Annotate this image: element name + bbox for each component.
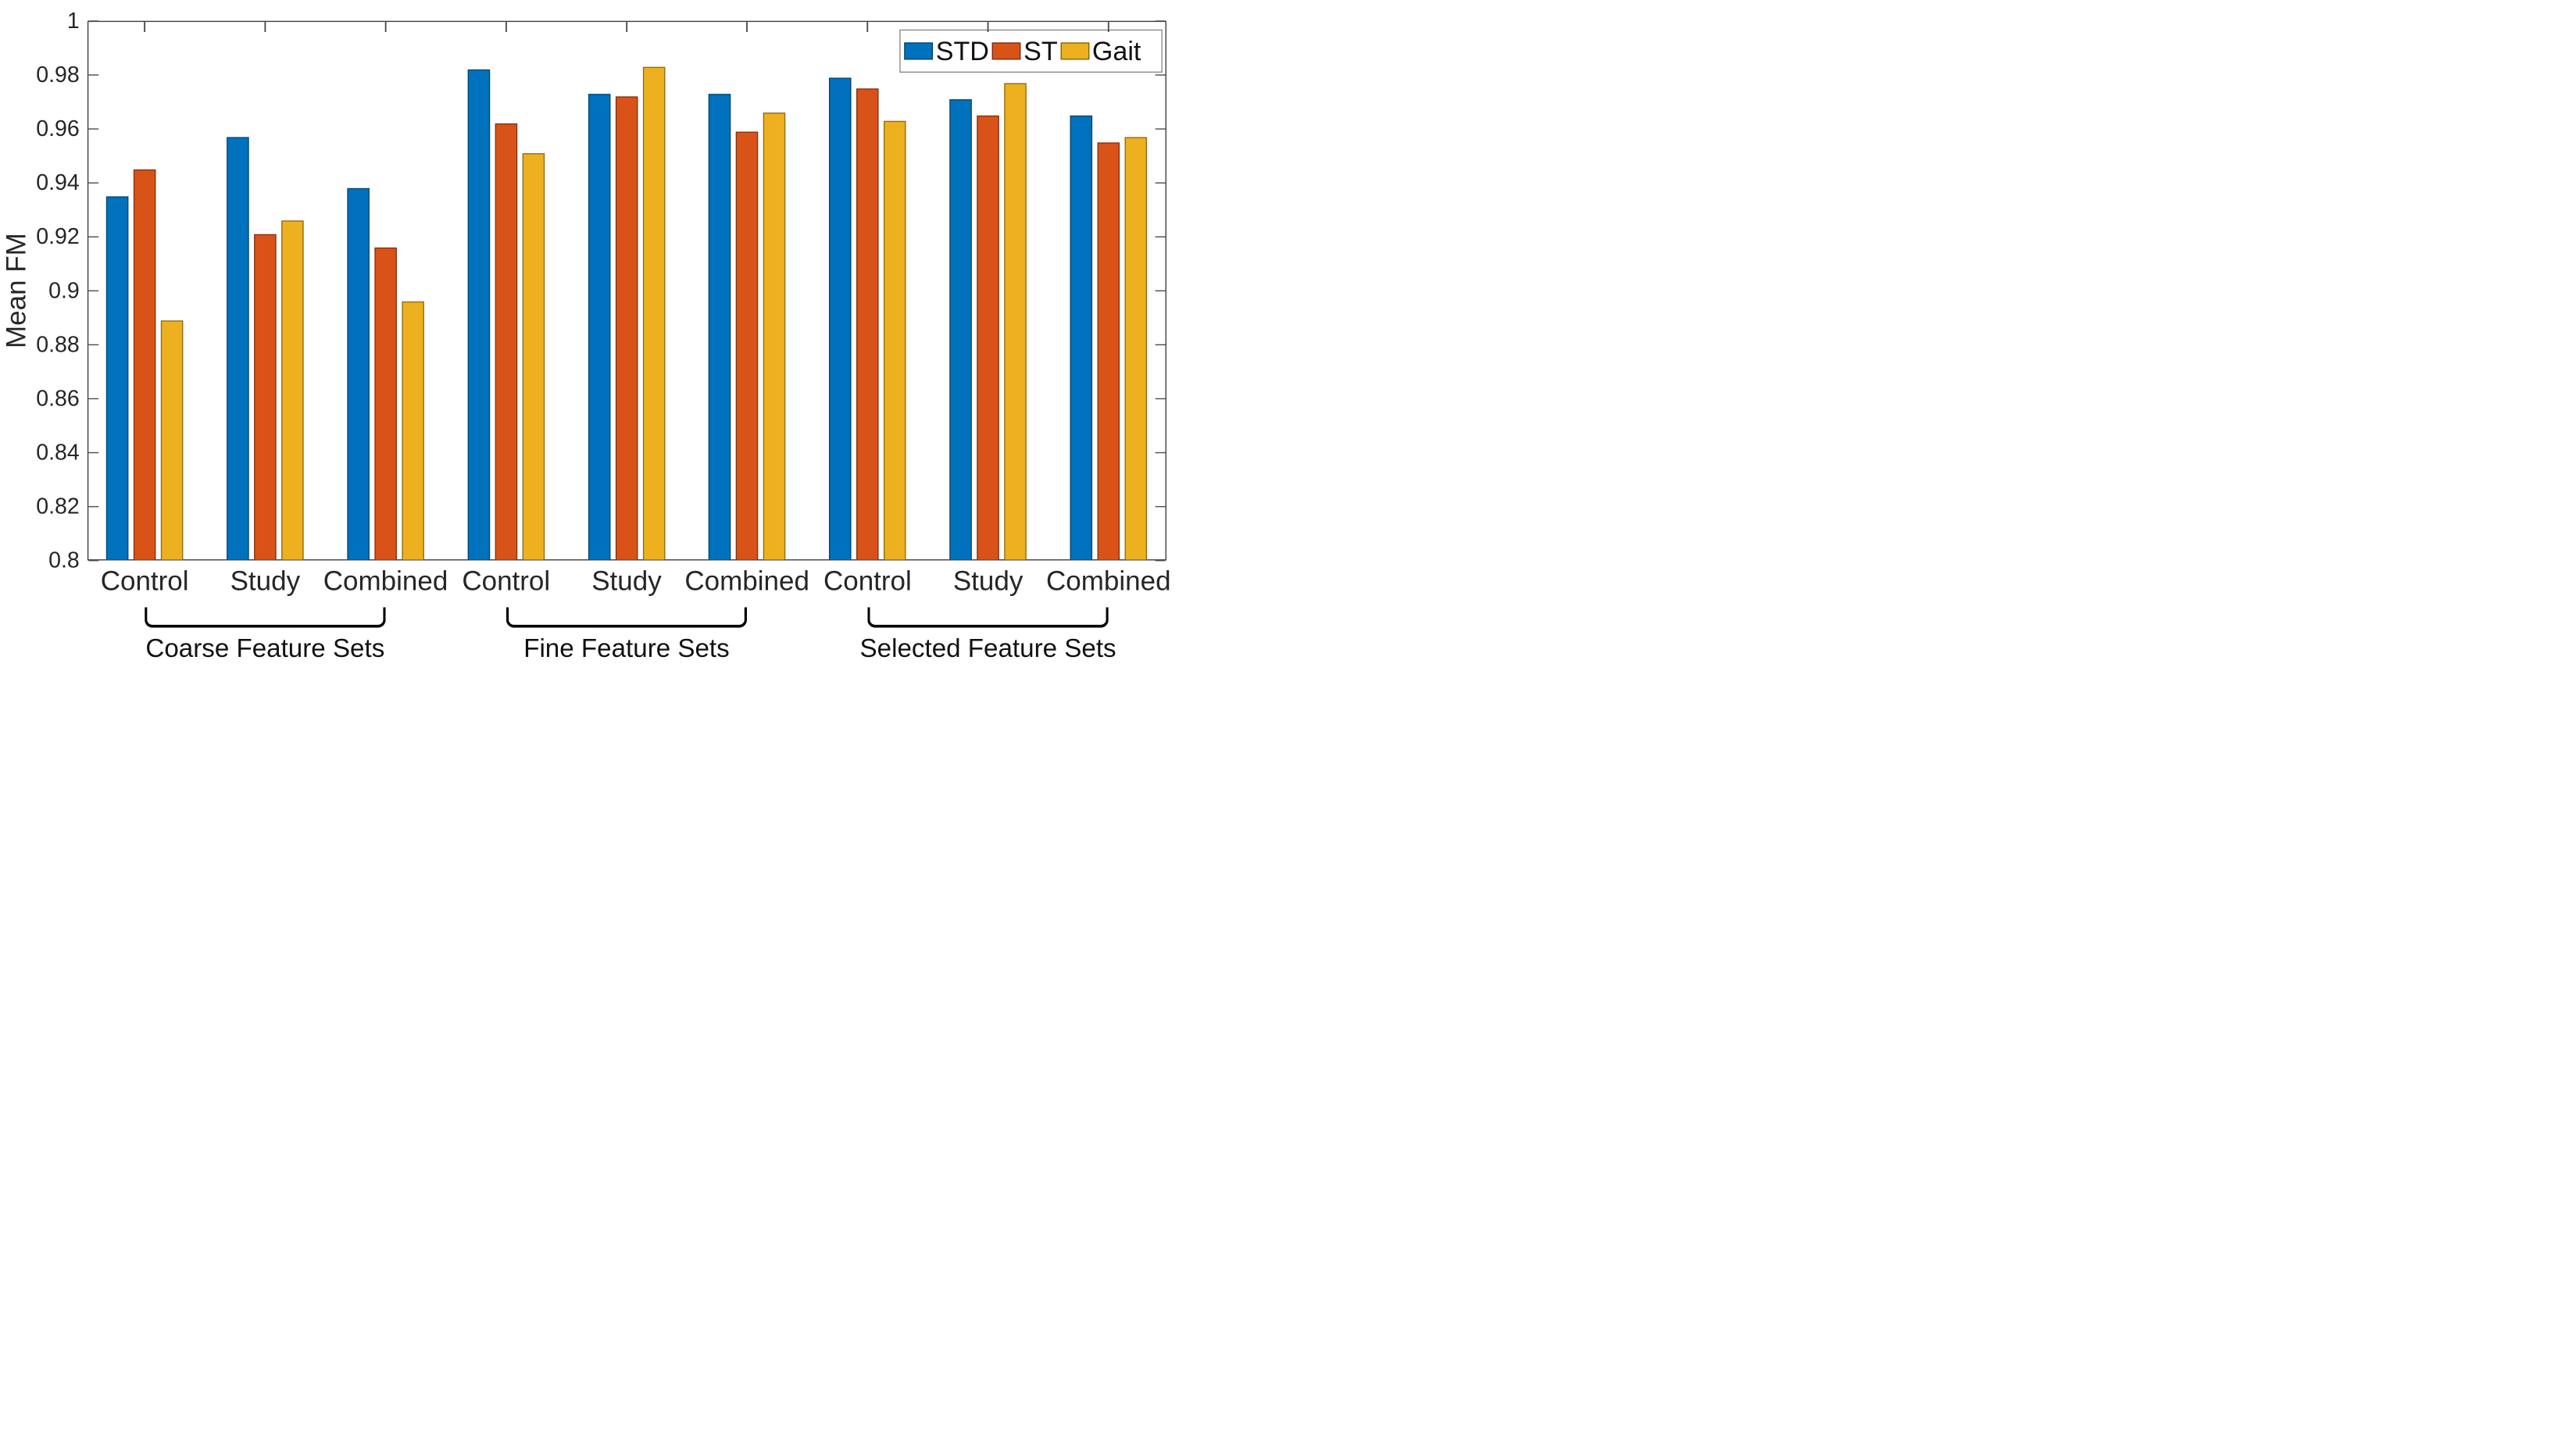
y-tick-right <box>1155 290 1166 291</box>
legend-swatch-gait <box>1060 42 1090 60</box>
x-tick-top <box>866 22 869 32</box>
y-tick-left <box>88 451 99 453</box>
y-tick-right <box>1155 236 1166 237</box>
y-tick-right <box>1155 74 1166 76</box>
bar-gait-1 <box>281 220 304 560</box>
y-tick-left <box>88 236 99 237</box>
x-category-label: Control <box>462 566 551 597</box>
bar-st-5 <box>735 131 759 560</box>
y-tick-left <box>88 398 99 399</box>
x-category-label: Combined <box>323 566 448 597</box>
set-brace <box>505 607 748 628</box>
y-tick-label: 0.84 <box>36 440 80 465</box>
x-tick-top <box>626 22 627 32</box>
bar-std-7 <box>949 98 972 560</box>
y-tick-right <box>1155 20 1166 22</box>
set-brace <box>867 607 1109 628</box>
bar-std-8 <box>1070 115 1093 560</box>
bar-chart-figure: Mean FM STD ST Gait 1 0.98 0.96 0.94 0.92 0.9 0.… <box>0 0 1181 671</box>
y-tick-label: 0.9 <box>48 277 80 303</box>
legend: STD ST Gait <box>899 29 1163 73</box>
y-tick-label: 0.92 <box>36 223 80 249</box>
x-tick-top <box>746 22 748 32</box>
y-tick-label: 0.98 <box>36 62 80 87</box>
bar-gait-7 <box>1004 83 1027 560</box>
legend-swatch-st <box>991 42 1021 60</box>
bar-gait-0 <box>160 320 184 560</box>
y-tick-right <box>1155 505 1166 508</box>
bar-st-1 <box>254 234 277 560</box>
bar-std-1 <box>227 137 249 560</box>
x-tick-top <box>264 22 266 32</box>
bar-st-6 <box>856 88 879 560</box>
y-tick-label: 0.82 <box>36 494 80 519</box>
y-tick-left <box>88 182 99 184</box>
y-tick-label: 1 <box>66 8 80 34</box>
bar-gait-6 <box>884 120 906 560</box>
legend-label-st: ST <box>1023 36 1058 66</box>
set-label: Coarse Feature Sets <box>145 633 385 663</box>
y-tick-left <box>88 74 99 76</box>
x-tick-top <box>1107 22 1109 32</box>
y-tick-label: 0.88 <box>36 332 80 357</box>
x-tick-top <box>987 22 989 32</box>
bar-gait-4 <box>642 66 666 560</box>
x-category-label: Study <box>591 566 662 597</box>
set-label: Fine Feature Sets <box>523 633 730 663</box>
x-tick-top <box>384 22 387 32</box>
legend-label-std: STD <box>935 36 989 66</box>
legend-label-gait: Gait <box>1091 36 1141 66</box>
bar-st-2 <box>374 247 397 560</box>
y-tick-label: 0.96 <box>36 116 80 141</box>
x-category-label: Control <box>100 566 189 597</box>
y-tick-left <box>88 290 99 291</box>
bar-gait-8 <box>1124 137 1148 560</box>
bar-std-3 <box>467 69 491 560</box>
x-category-label: Combined <box>684 566 809 597</box>
x-category-label: Study <box>952 566 1023 597</box>
y-tick-right <box>1155 398 1166 399</box>
y-tick-label: 0.86 <box>36 386 80 411</box>
y-tick-right <box>1155 559 1166 562</box>
legend-swatch-std <box>904 42 934 60</box>
y-tick-label: 0.94 <box>36 170 80 195</box>
bar-gait-5 <box>763 112 786 560</box>
bar-std-4 <box>588 93 611 560</box>
x-category-label: Study <box>230 566 301 597</box>
bar-std-2 <box>347 187 370 560</box>
x-category-label: Combined <box>1046 566 1171 597</box>
x-tick-top <box>505 22 507 32</box>
y-tick-right <box>1155 451 1166 453</box>
figure-viewport: Mean FM STD ST Gait 1 0.98 0.96 0.94 0.92 0.9 0.… <box>0 0 1181 672</box>
y-tick-label: 0.8 <box>48 548 80 573</box>
x-tick-top <box>144 22 146 32</box>
x-category-label: Control <box>823 566 912 597</box>
bar-st-0 <box>133 169 156 560</box>
bar-st-3 <box>495 123 518 560</box>
bar-st-8 <box>1097 142 1120 560</box>
y-tick-right <box>1155 182 1166 184</box>
bar-std-5 <box>708 93 731 560</box>
y-tick-left <box>88 559 99 562</box>
y-tick-left <box>88 128 99 130</box>
y-tick-left <box>88 20 99 22</box>
bar-std-0 <box>105 196 129 560</box>
set-brace <box>145 607 386 628</box>
y-tick-right <box>1155 128 1166 130</box>
bar-st-7 <box>977 115 999 560</box>
bar-st-4 <box>615 96 638 560</box>
bar-gait-3 <box>522 152 545 560</box>
y-tick-left <box>88 505 99 508</box>
bar-std-6 <box>829 77 852 560</box>
set-label: Selected Feature Sets <box>859 633 1116 663</box>
bar-gait-2 <box>402 301 424 560</box>
